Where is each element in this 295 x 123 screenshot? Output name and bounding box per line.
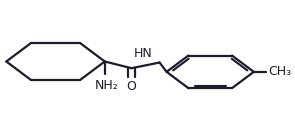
- Text: NH₂: NH₂: [94, 79, 118, 92]
- Text: CH₃: CH₃: [269, 65, 292, 78]
- Text: O: O: [127, 80, 137, 93]
- Text: HN: HN: [133, 47, 152, 61]
